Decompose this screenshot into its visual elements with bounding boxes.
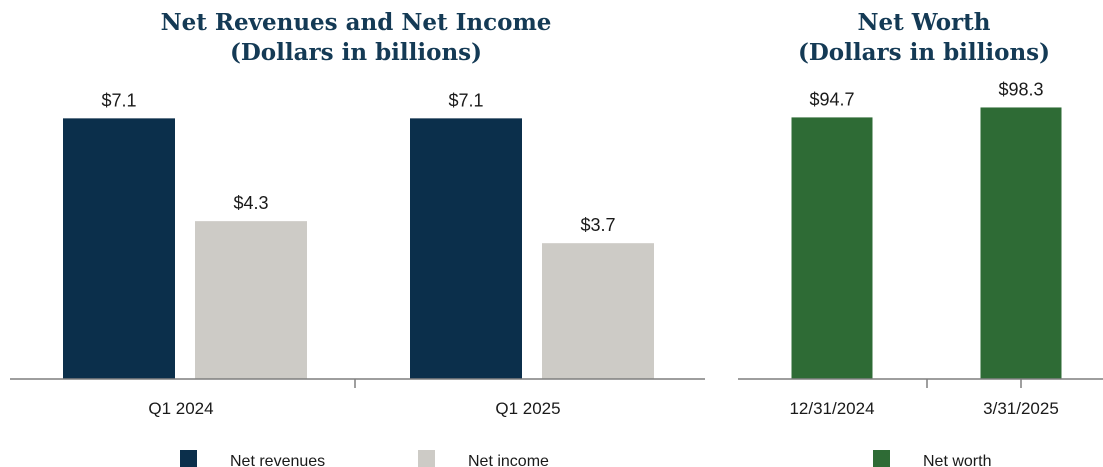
net-worth-value-label: $94.7	[809, 89, 854, 109]
net-worth-bar	[980, 107, 1062, 380]
left-chart: Net Revenues and Net Income (Dollars in …	[10, 9, 705, 467]
net-revenues-bar	[410, 118, 522, 380]
right-bars: $94.7 $98.3	[791, 79, 1062, 380]
right-chart-subtitle: (Dollars in billions)	[798, 39, 1050, 66]
net-revenues-value-label: $7.1	[101, 90, 136, 110]
x-tick-label: Q1 2025	[495, 399, 560, 418]
net-income-value-label: $3.7	[580, 215, 615, 235]
net-income-bar	[195, 221, 307, 379]
right-chart: Net Worth (Dollars in billions) $94.7 $98…	[738, 9, 1103, 467]
legend-swatch-net-worth	[873, 450, 890, 467]
net-worth-value-label: $98.3	[998, 79, 1043, 99]
net-income-value-label: $4.3	[233, 193, 268, 213]
net-worth-bar	[791, 117, 873, 380]
legend-label-net-revenues: Net revenues	[230, 453, 325, 467]
legend-label-net-income: Net income	[468, 453, 549, 467]
net-revenues-bar	[63, 118, 175, 380]
net-revenues-value-label: $7.1	[448, 90, 483, 110]
x-tick-label: 12/31/2024	[789, 399, 874, 418]
left-chart-subtitle: (Dollars in billions)	[230, 39, 482, 66]
x-tick-label: Q1 2024	[148, 399, 213, 418]
left-chart-title: Net Revenues and Net Income	[161, 9, 552, 36]
legend-swatch-net-revenues	[180, 450, 197, 467]
right-chart-title: Net Worth	[857, 9, 990, 36]
left-bars: $7.1 $4.3 $7.1 $3.7	[63, 90, 654, 380]
x-tick-label: 3/31/2025	[983, 399, 1059, 418]
net-income-bar	[542, 243, 654, 379]
legend-label-net-worth: Net worth	[923, 453, 991, 467]
legend-swatch-net-income	[418, 450, 435, 467]
